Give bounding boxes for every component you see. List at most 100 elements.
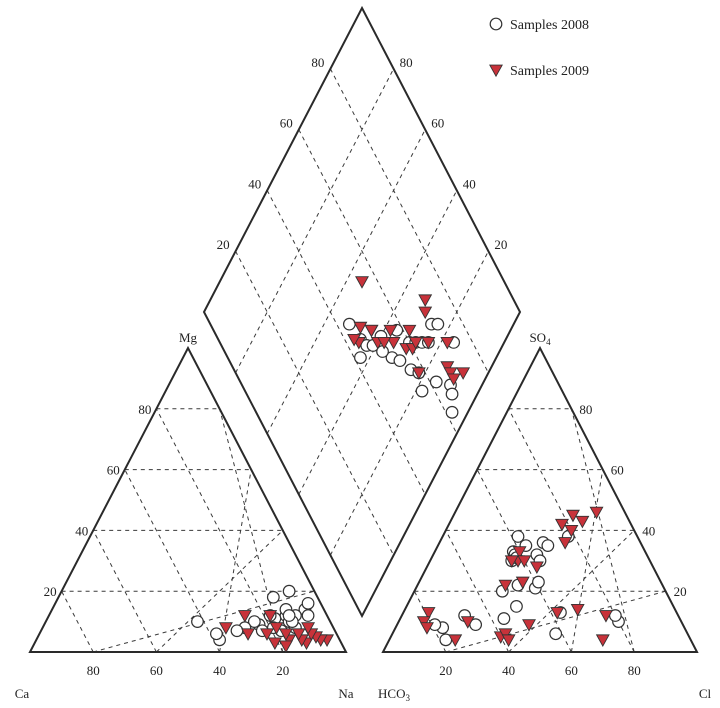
anion-right-tick-label: 40 <box>642 523 655 538</box>
diamond-point-2009 <box>411 367 426 380</box>
cation-point-2008 <box>210 627 223 641</box>
legend-marker-2009 <box>489 64 503 78</box>
cation-bottom-tick-label: 20 <box>276 663 289 678</box>
ca-axis-label: Ca <box>15 686 30 701</box>
cation-point-2009 <box>269 622 284 635</box>
diamond-grid-line <box>235 68 395 374</box>
cation-bottom-tick-label: 40 <box>213 663 226 678</box>
cation-point-2008 <box>266 590 280 604</box>
anion-point-2008 <box>510 600 523 613</box>
cation-left-tick-label: 20 <box>44 584 57 599</box>
anion-point-2009 <box>529 561 544 575</box>
anion-point-2009 <box>558 537 573 550</box>
cation-point-2009 <box>267 637 282 651</box>
anion-point-2009 <box>598 610 613 623</box>
diamond-grid-line <box>266 129 426 434</box>
cation-triangle-frame <box>28 345 348 653</box>
anion-point-2009 <box>589 506 604 520</box>
anion-point-2009 <box>419 622 434 635</box>
anion-bottom-tick-label: 60 <box>565 663 578 678</box>
hco3-axis-label: HCO3 <box>378 686 410 703</box>
cation-left-tick-label: 80 <box>138 402 151 417</box>
cation-grid-line <box>156 530 284 653</box>
anion-point-2009 <box>421 607 436 620</box>
diamond-point-2009 <box>456 367 471 380</box>
anion-point-2009 <box>416 616 431 629</box>
so4-axis-label: SO4 <box>529 330 551 347</box>
mg-axis-label: Mg <box>179 330 198 345</box>
anion-bottom-tick-label: 20 <box>439 663 452 678</box>
anion-point-2008 <box>497 612 511 625</box>
diamond-point-2008 <box>445 405 459 419</box>
cation-grid-line <box>92 530 157 653</box>
cation-point-2009 <box>218 622 233 635</box>
diamond-point-2008 <box>445 387 459 401</box>
cation-grid-line <box>124 469 221 653</box>
cation-point-2008 <box>282 584 296 598</box>
cation-bottom-tick-label: 80 <box>87 663 100 678</box>
anion-point-2009 <box>498 628 513 641</box>
anion-point-2009 <box>575 515 590 529</box>
anion-point-2009 <box>595 634 610 647</box>
legend-marker-2008 <box>489 17 503 31</box>
diamond-point-2008 <box>342 317 356 331</box>
anion-grid-line <box>445 530 510 653</box>
diamond-point-2009 <box>443 367 458 380</box>
diamond-left-tick-label: 60 <box>280 116 293 131</box>
anion-point-2009 <box>570 604 585 617</box>
cation-point-2008 <box>191 615 204 628</box>
anion-point-2009 <box>564 524 579 538</box>
cation-point-2009 <box>260 628 274 641</box>
diamond-point-2009 <box>383 324 398 338</box>
cation-point-2008 <box>247 615 261 628</box>
cation-point-2008 <box>282 609 296 622</box>
cation-point-2009 <box>278 628 293 641</box>
diamond-point-2009 <box>421 336 436 350</box>
axis-label-layer: Ca Na Mg HCO3 Cl SO4 <box>15 330 712 703</box>
diamond-point-2009 <box>418 306 433 320</box>
diamond-point-2009 <box>440 361 455 374</box>
tick-layer: 80 80 80 80 80 80 60 60 60 60 60 60 40 40 40 40 40 40 20 20… <box>44 55 687 678</box>
diamond-frame <box>202 5 522 619</box>
cation-point-2008 <box>230 624 244 638</box>
legend-label-2009: Samples 2009 <box>510 64 589 79</box>
legend: Samples 2008 Samples 2009 <box>510 18 589 79</box>
cation-grid-line <box>219 469 252 653</box>
na-axis-label: Na <box>338 686 353 701</box>
diamond-point-2009 <box>402 324 417 338</box>
anion-right-tick-label: 20 <box>674 584 687 599</box>
anion-point-2009 <box>517 555 532 568</box>
diamond-point-2009 <box>440 336 455 350</box>
frame-layer <box>28 5 699 653</box>
diamond-point-2008 <box>415 384 429 398</box>
anion-right-tick-label: 60 <box>611 463 624 478</box>
diamond-point-2008 <box>431 317 445 331</box>
diamond-point-2009 <box>353 321 368 335</box>
cation-point-2008 <box>301 596 315 610</box>
cation-grid-line <box>61 590 94 653</box>
anion-point-2009 <box>504 555 519 568</box>
diamond-point-2009 <box>364 324 379 338</box>
anion-point-2008 <box>532 575 545 589</box>
anion-grid-line <box>570 408 635 653</box>
anion-grid-line <box>570 469 604 653</box>
cation-point-2009 <box>278 640 293 654</box>
diamond-grid-line <box>329 68 489 374</box>
diamond-left-tick-label: 80 <box>311 55 324 70</box>
cation-left-tick-label: 40 <box>75 523 88 538</box>
diamond-right-tick-label: 80 <box>400 55 413 70</box>
anion-right-tick-label: 80 <box>579 402 592 417</box>
anion-point-2009 <box>512 546 527 559</box>
anion-point-2008 <box>511 530 525 543</box>
legend-label-2008: Samples 2008 <box>510 18 589 33</box>
cation-bottom-tick-label: 60 <box>150 663 163 678</box>
diamond-point-2009 <box>446 373 461 387</box>
diamond-point-2009 <box>355 276 369 289</box>
diamond-left-tick-label: 40 <box>248 176 261 191</box>
cation-point-2009 <box>241 628 256 641</box>
diamond-right-tick-label: 40 <box>463 176 476 191</box>
diamond-point-2009 <box>386 336 401 350</box>
anion-grid-line <box>508 530 635 653</box>
cation-point-2008 <box>301 609 315 622</box>
